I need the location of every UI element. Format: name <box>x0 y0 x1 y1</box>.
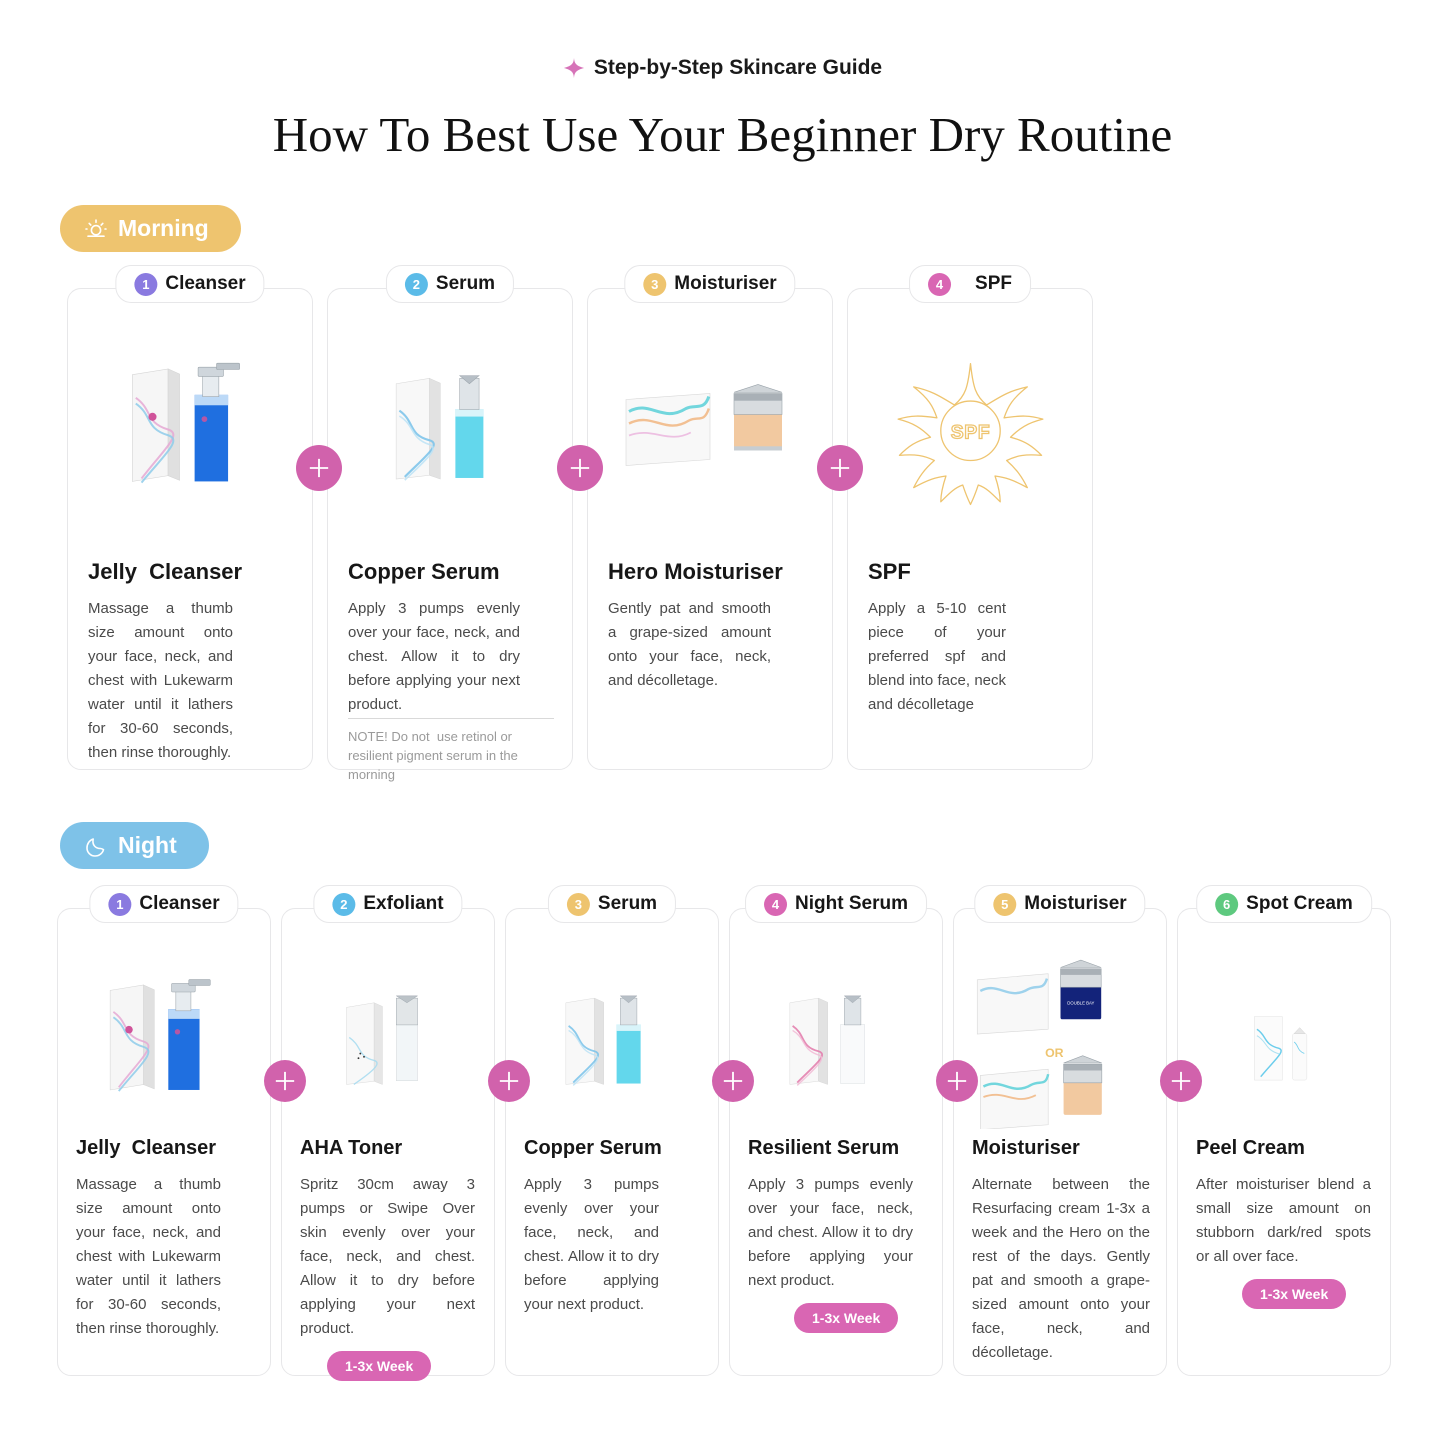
svg-text:SPF: SPF <box>950 421 990 443</box>
svg-text:OR: OR <box>1045 1046 1064 1060</box>
svg-text:DOUBLE BAY: DOUBLE BAY <box>1067 1001 1094 1006</box>
